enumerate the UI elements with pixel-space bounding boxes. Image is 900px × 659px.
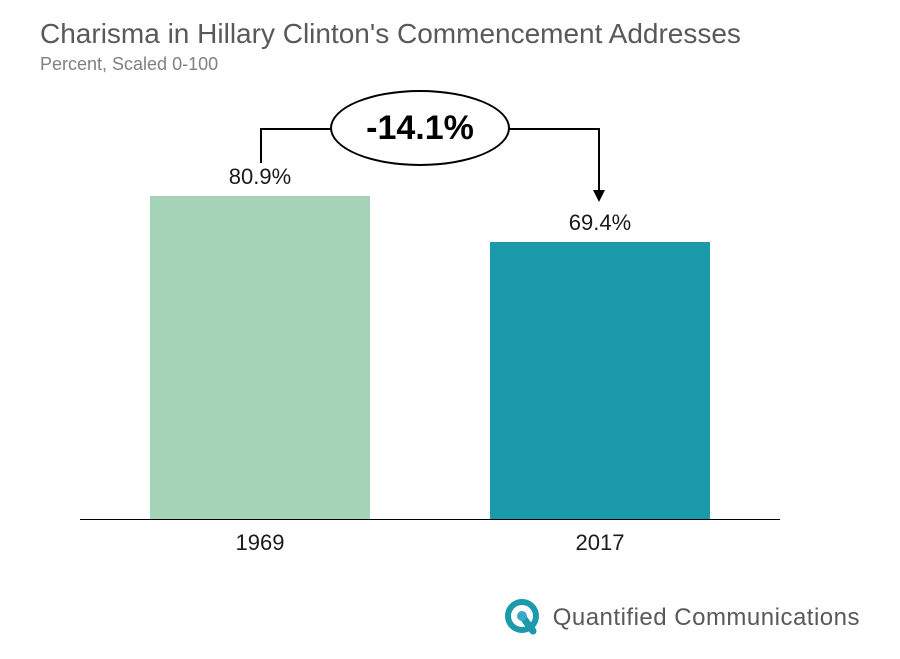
x-axis — [80, 519, 780, 520]
chart-panel: Charisma in Hillary Clinton's Commenceme… — [0, 0, 900, 659]
bar-1969-category: 1969 — [150, 530, 370, 556]
bar-2017 — [490, 242, 710, 520]
connector-right-v — [598, 128, 600, 192]
connector-left-h — [260, 128, 332, 130]
bar-2017-value: 69.4% — [490, 210, 710, 236]
delta-value: -14.1% — [366, 109, 474, 148]
chart-subtitle: Percent, Scaled 0-100 — [40, 54, 218, 75]
delta-ellipse: -14.1% — [330, 90, 510, 166]
connector-arrow — [593, 190, 605, 202]
brand: Quantified Communications — [503, 599, 860, 637]
connector-right-h — [508, 128, 600, 130]
bar-2017-category: 2017 — [490, 530, 710, 556]
brand-name: Quantified Communications — [553, 604, 860, 632]
bar-1969 — [150, 196, 370, 520]
plot-area: 80.9% 1969 69.4% 2017 — [80, 120, 780, 520]
bar-1969-value: 80.9% — [150, 164, 370, 190]
chart-title: Charisma in Hillary Clinton's Commenceme… — [40, 18, 741, 50]
brand-icon — [503, 599, 541, 637]
connector-left-v — [260, 128, 262, 163]
